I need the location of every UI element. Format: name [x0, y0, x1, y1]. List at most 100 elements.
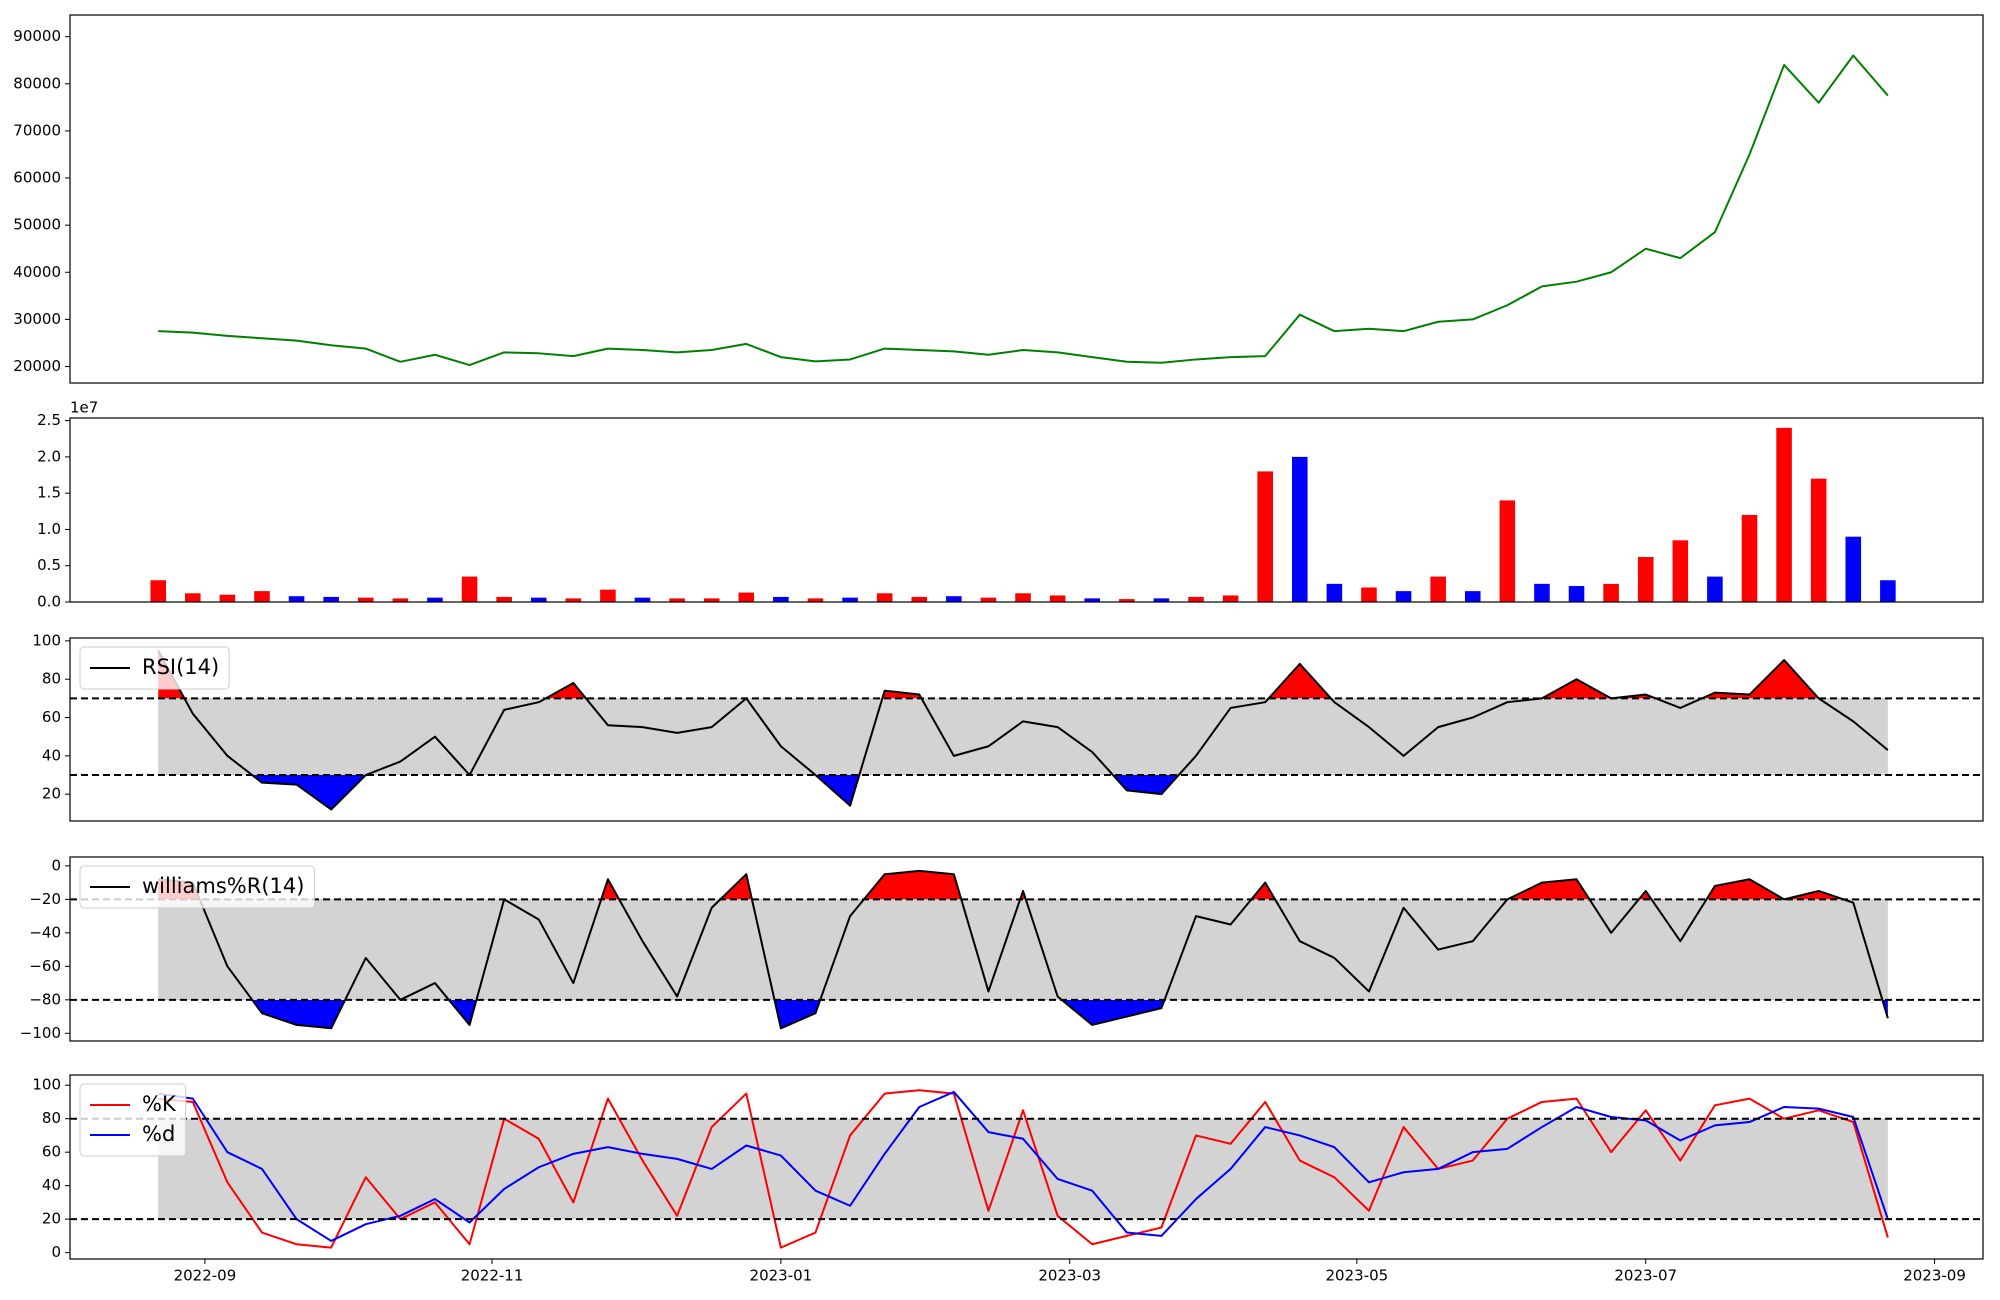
y-tick-label: 20 — [42, 785, 61, 803]
volume-bar — [600, 589, 616, 602]
line — [157, 649, 1889, 811]
volume-bar — [1153, 598, 1170, 602]
volume-bar — [842, 597, 858, 602]
volume-bar — [461, 576, 478, 602]
volume-bar — [946, 596, 962, 602]
y-tick-label: 2.0 — [37, 447, 61, 465]
axes-frame — [69, 637, 1984, 822]
volume-bar — [773, 596, 789, 602]
volume-bar — [150, 580, 166, 602]
plot-area — [150, 427, 1896, 602]
volume-bar — [1776, 427, 1792, 602]
legend: %K %d — [79, 1083, 187, 1157]
y-tick-label: 60 — [42, 1143, 61, 1161]
volume-bar — [911, 596, 928, 602]
y-tick-label: 1.5 — [37, 484, 61, 502]
y-tick-label: 80000 — [13, 74, 61, 92]
y-tick-label: 80 — [42, 670, 61, 688]
legend-box — [79, 1083, 187, 1157]
panel: 0.0 0.5 1.0 1.5 2.0 2.5 1e7 — [37, 399, 1984, 611]
panel: 0 20 40 60 80 100 2022-09 2022-11 2023-01 2023-03… — [32, 1074, 1984, 1285]
line — [158, 54, 1889, 367]
y-tick-label: −100 — [20, 1024, 61, 1042]
volume-bar — [1880, 580, 1896, 602]
plot-area — [70, 649, 1983, 811]
x-tick-label: 2023-01 — [750, 1267, 813, 1285]
volume-bar — [1603, 583, 1619, 602]
y-tick-label: 20000 — [13, 357, 61, 375]
volume-bar — [876, 593, 893, 602]
legend-box — [79, 646, 230, 690]
volume-bar — [1292, 456, 1308, 602]
volume-bar — [1741, 514, 1758, 602]
volume-bar — [1015, 593, 1031, 602]
volume-bar — [496, 596, 512, 602]
y-tick-label: −60 — [29, 957, 61, 975]
y-tick-label: 1.0 — [37, 520, 61, 538]
volume-bar — [185, 593, 201, 602]
threshold-band — [158, 698, 1888, 776]
volume-bar — [357, 597, 374, 602]
legend-box — [79, 865, 315, 909]
volume-bar — [1430, 576, 1446, 602]
volume-bar — [1499, 500, 1516, 602]
legend: RSI(14) — [79, 646, 230, 690]
volume-bar — [1049, 595, 1066, 602]
volume-bar — [254, 591, 270, 602]
y-tick-label: 90000 — [13, 27, 61, 45]
plot-area — [70, 1089, 1983, 1249]
volume-bar — [980, 597, 997, 602]
volume-bar — [669, 598, 685, 602]
y-tick-label: 0 — [51, 856, 61, 874]
x-tick-label: 2023-09 — [1903, 1267, 1966, 1285]
volume-bar — [703, 598, 720, 602]
panel: −100 −80 −60 −40 −20 0 williams%R(14) — [20, 856, 1984, 1042]
oversold-fill — [252, 775, 1179, 810]
threshold-band — [158, 899, 1888, 1000]
y-tick-label: 100 — [32, 1076, 61, 1094]
y-tick-label: 30000 — [13, 310, 61, 328]
volume-bar — [1810, 478, 1827, 602]
volume-bar — [392, 598, 409, 602]
legend-label: %K — [142, 1092, 177, 1116]
y-tick-label: 0.0 — [37, 593, 61, 611]
legend-label: %d — [142, 1122, 175, 1146]
y-tick-label: 0.5 — [37, 556, 61, 574]
volume-bar — [1257, 471, 1273, 602]
volume-bar — [634, 597, 651, 602]
threshold-band — [158, 1118, 1888, 1220]
volume-bar — [1326, 583, 1343, 602]
plot-area — [70, 869, 1983, 1030]
y-tick-label: 60000 — [13, 169, 61, 187]
axes-frame — [69, 856, 1984, 1042]
x-tick-label: 2023-05 — [1326, 1267, 1389, 1285]
y-tick-label: −80 — [29, 990, 61, 1008]
y-tick-label: 50000 — [13, 216, 61, 234]
volume-bar — [1534, 583, 1550, 602]
y-tick-label: 60 — [42, 708, 61, 726]
plot-area — [158, 54, 1889, 367]
y-tick-label: 40 — [42, 1176, 61, 1194]
y-tick-label: 40000 — [13, 263, 61, 281]
axes-frame — [69, 1074, 1984, 1260]
volume-bar — [1188, 596, 1204, 602]
axes-frame — [69, 14, 1984, 384]
volume-bar — [1119, 599, 1135, 602]
y-tick-label: 40 — [42, 746, 61, 764]
volume-bar — [323, 596, 339, 602]
x-tick-label: 2023-03 — [1038, 1267, 1101, 1285]
y-tick-label: 70000 — [13, 121, 61, 139]
volume-bar — [530, 597, 547, 602]
y-tick-label: −20 — [29, 890, 61, 908]
volume-bar — [1637, 557, 1654, 602]
volume-bar — [1845, 536, 1862, 602]
legend: williams%R(14) — [79, 865, 315, 909]
line — [158, 1090, 1889, 1242]
axes-frame — [69, 417, 1984, 603]
y-tick-label: 2.5 — [37, 411, 61, 429]
y-tick-label: 20 — [42, 1210, 61, 1228]
volume-bar — [807, 598, 824, 602]
panel: 20 40 60 80 100 RSI(14) — [32, 631, 1984, 822]
volume-bar — [1395, 591, 1412, 602]
